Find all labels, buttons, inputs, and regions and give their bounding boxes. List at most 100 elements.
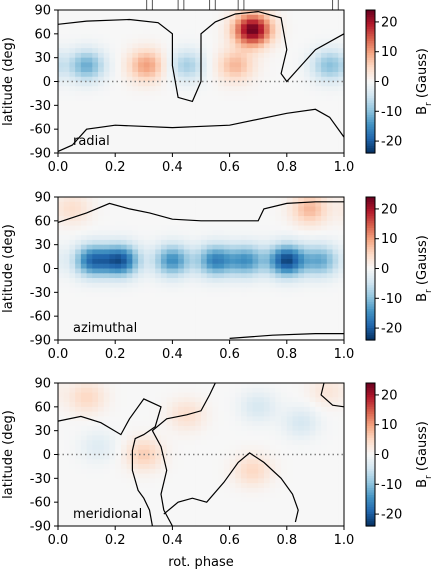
heatmap-cell xyxy=(172,268,179,274)
heatmap-cell xyxy=(195,258,202,265)
heatmap-cell xyxy=(149,497,156,503)
heatmap-cell xyxy=(246,29,254,35)
heatmap-cell xyxy=(120,86,128,92)
heatmap-cell xyxy=(252,81,259,87)
heatmap-cell xyxy=(332,211,339,217)
heatmap-cell xyxy=(132,421,139,427)
heatmap-cell xyxy=(223,411,231,417)
y-axis-label: latitude (deg) xyxy=(1,37,16,126)
heatmap-cell xyxy=(166,397,173,403)
heatmap-cell xyxy=(321,440,328,446)
heatmap-cell xyxy=(103,91,111,97)
heatmap-cell xyxy=(338,383,345,389)
heatmap-cell xyxy=(63,421,71,427)
colorbar-cell xyxy=(366,468,375,472)
heatmap-cell xyxy=(338,473,345,479)
heatmap-cell xyxy=(206,483,214,489)
heatmap-cell xyxy=(166,516,173,522)
heatmap-cell xyxy=(143,392,151,398)
heatmap-cell xyxy=(183,100,191,106)
heatmap-cell xyxy=(115,225,122,231)
heatmap-cell xyxy=(178,86,185,92)
heatmap-cell xyxy=(338,320,345,327)
heatmap-cell xyxy=(155,430,162,437)
heatmap-cell xyxy=(109,14,116,21)
heatmap-cell xyxy=(212,29,219,35)
heatmap-cell xyxy=(178,76,185,83)
heatmap-cell xyxy=(286,114,294,121)
heatmap-cell xyxy=(149,91,156,97)
heatmap-cell xyxy=(149,143,156,149)
heatmap-cell xyxy=(321,124,328,130)
heatmap-cell xyxy=(303,292,311,298)
heatmap-cell xyxy=(189,62,196,68)
heatmap-cell xyxy=(178,282,185,289)
heatmap-cell xyxy=(103,33,111,40)
heatmap-cell xyxy=(321,239,328,246)
heatmap-cell xyxy=(326,492,334,498)
heatmap-cell xyxy=(223,444,231,451)
heatmap-cell xyxy=(126,440,133,446)
heatmap-cell xyxy=(115,138,122,145)
heatmap-cell xyxy=(166,430,173,437)
heatmap-cell xyxy=(189,225,196,231)
colorbar-cell xyxy=(366,129,375,133)
heatmap-cell xyxy=(298,235,305,241)
heatmap-cell xyxy=(58,278,65,284)
heatmap-cell xyxy=(315,220,322,227)
heatmap-cell xyxy=(201,416,208,422)
heatmap-cell xyxy=(229,282,236,289)
heatmap-cell xyxy=(246,454,254,460)
heatmap-cell xyxy=(269,468,276,475)
heatmap-cell xyxy=(126,449,133,456)
heatmap-cell xyxy=(298,440,305,446)
heatmap-cell xyxy=(241,297,248,303)
heatmap-cell xyxy=(275,392,282,398)
heatmap-cell xyxy=(275,425,282,432)
heatmap-cell xyxy=(92,459,99,465)
heatmap-cell xyxy=(269,292,276,298)
colorbar-cell xyxy=(366,62,375,66)
heatmap-cell xyxy=(115,148,122,154)
heatmap-cell xyxy=(218,444,225,451)
heatmap-cell xyxy=(281,464,288,470)
colorbar-cell xyxy=(366,112,375,116)
heatmap-cell xyxy=(69,521,76,527)
heatmap-cell xyxy=(143,454,151,460)
heatmap-cell xyxy=(309,105,316,111)
heatmap-cell xyxy=(92,397,99,403)
heatmap-cell xyxy=(69,416,76,422)
heatmap-cell xyxy=(275,435,282,441)
heatmap-cell xyxy=(292,278,299,284)
heatmap-cell xyxy=(160,383,168,389)
heatmap-cell xyxy=(332,449,339,456)
heatmap-cell xyxy=(126,268,133,274)
heatmap-cell xyxy=(275,148,282,154)
heatmap-cell xyxy=(252,473,259,479)
heatmap-cell xyxy=(241,292,248,298)
heatmap-cell xyxy=(195,464,202,470)
heatmap-cell xyxy=(75,435,82,441)
heatmap-cell xyxy=(263,301,271,308)
heatmap-cell xyxy=(126,225,133,231)
heatmap-cell xyxy=(178,306,185,312)
heatmap-cell xyxy=(178,258,185,265)
heatmap-cell xyxy=(218,506,225,513)
heatmap-cell xyxy=(309,129,316,135)
heatmap-cell xyxy=(103,14,111,21)
heatmap-cell xyxy=(92,48,99,54)
heatmap-cell xyxy=(109,148,116,154)
heatmap-cell xyxy=(246,411,254,417)
heatmap-cell xyxy=(189,387,196,394)
heatmap-cell xyxy=(229,76,236,83)
heatmap-cell xyxy=(132,216,139,222)
heatmap-cell xyxy=(189,249,196,255)
heatmap-cell xyxy=(258,421,265,427)
heatmap-cell xyxy=(206,129,214,135)
heatmap-cell xyxy=(115,483,122,489)
colorbar-cell xyxy=(366,483,375,487)
heatmap-cell xyxy=(86,86,93,92)
heatmap-cell xyxy=(235,468,242,475)
heatmap-cell xyxy=(275,478,282,484)
heatmap-cell xyxy=(172,249,179,255)
